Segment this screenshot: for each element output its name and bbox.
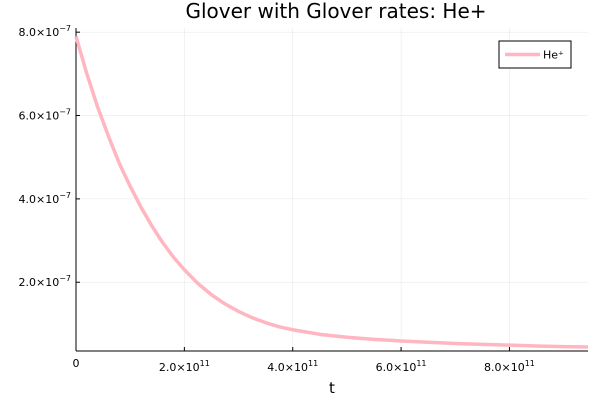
x-tick-label-3: 6.0×1011 xyxy=(376,359,427,374)
y-tick-label-1: 4.0×10−7 xyxy=(18,191,71,206)
legend: He⁺ xyxy=(498,40,572,69)
x-tick-label-0: 0 xyxy=(73,357,80,370)
x-tick-label-2: 4.0×1011 xyxy=(267,359,318,374)
legend-label-he-plus: He⁺ xyxy=(543,49,564,62)
y-tick-label-2: 6.0×10−7 xyxy=(18,108,71,123)
axis-layer: 0 2.0×1011 4.0×1011 6.0×1011 8.0×1011 2.0×10−… xyxy=(18,24,588,374)
y-tick-label-3: 8.0×10−7 xyxy=(18,24,71,39)
x-tick-label-1: 2.0×1011 xyxy=(159,359,210,374)
x-tick-label-4: 8.0×1011 xyxy=(484,359,535,374)
chart-title: Glover with Glover rates: He+ xyxy=(185,0,486,23)
y-tick-label-0: 2.0×10−7 xyxy=(18,274,71,289)
series-line-he-plus xyxy=(74,35,589,349)
x-axis-title: t xyxy=(329,379,335,397)
grid-layer xyxy=(75,28,588,351)
series-layer xyxy=(74,35,589,349)
